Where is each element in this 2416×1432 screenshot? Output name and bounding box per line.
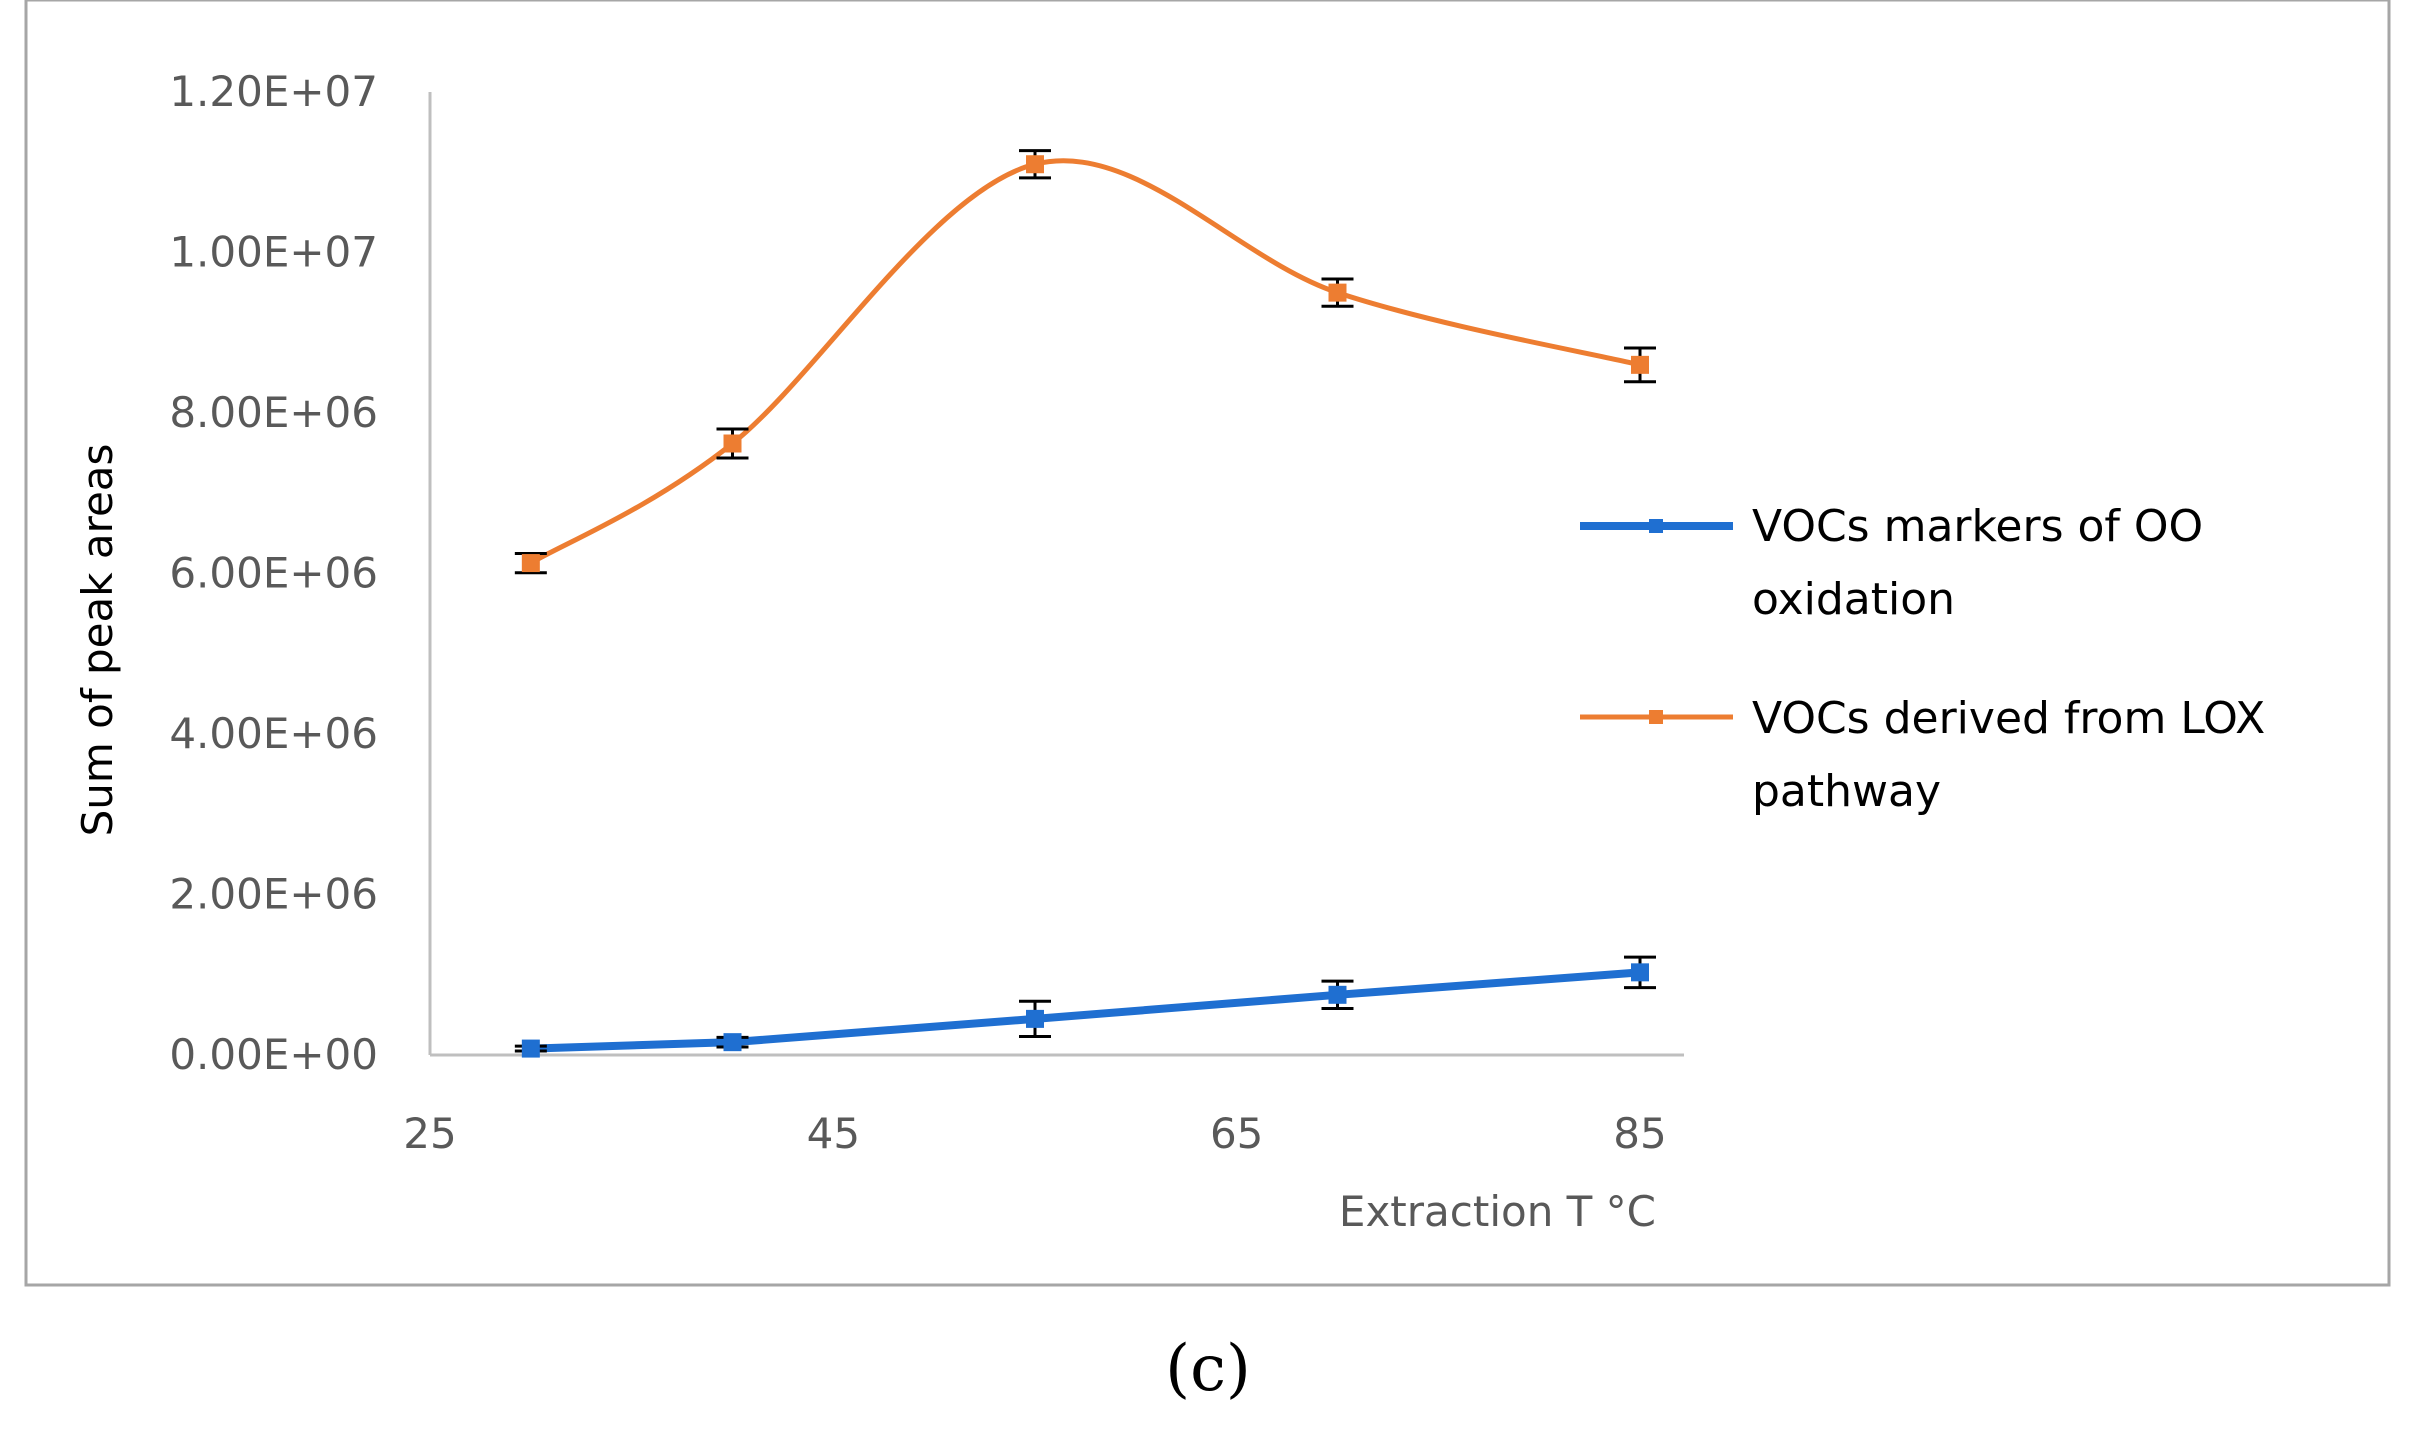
figure-caption: (c) — [1165, 1332, 1251, 1406]
y-tick-label: 8.00E+06 — [169, 388, 378, 437]
data-point — [1631, 355, 1649, 374]
data-point — [521, 554, 540, 573]
y-tick-label: 6.00E+06 — [169, 549, 378, 598]
legend-label-lox-pathway-line1: VOCs derived from LOX — [1752, 693, 2265, 744]
data-point — [1026, 1009, 1044, 1028]
data-point — [723, 434, 742, 453]
data-point — [1328, 985, 1347, 1004]
legend-label-oo-oxidation-line2: oxidation — [1752, 574, 1955, 625]
data-point — [1328, 283, 1347, 302]
legend-marker-lox-pathway — [1649, 710, 1663, 724]
series-0 — [514, 955, 1656, 1058]
y-tick-label: 1.00E+07 — [169, 228, 378, 277]
series-layer — [514, 149, 1656, 1058]
x-tick-labels: 25 45 65 85 — [403, 1109, 1666, 1158]
series-1 — [514, 149, 1656, 575]
x-axis-title: Extraction T °C — [1339, 1187, 1656, 1236]
chart-frame — [24, 0, 2391, 1287]
y-tick-label: 2.00E+06 — [169, 870, 378, 919]
y-axis-line-group — [428, 92, 1684, 1057]
x-tick-label: 45 — [807, 1109, 860, 1158]
y-tick-label: 4.00E+06 — [169, 709, 378, 758]
x-tick-label: 65 — [1210, 1109, 1263, 1158]
data-point — [1026, 155, 1044, 174]
y-tick-labels: 0.00E+00 2.00E+06 4.00E+06 6.00E+06 8.00E+06… — [169, 67, 378, 1079]
y-axis-title: Sum of peak areas — [73, 444, 122, 837]
legend-marker-oo-oxidation — [1649, 519, 1663, 533]
x-tick-label: 25 — [403, 1109, 456, 1158]
data-point — [521, 1039, 540, 1058]
legend-label-oo-oxidation-line1: VOCs markers of OO — [1752, 501, 2203, 552]
legend-label-lox-pathway-line2: pathway — [1752, 766, 1941, 817]
x-tick-label: 85 — [1613, 1109, 1666, 1158]
legend: VOCs markers of OO oxidation VOCs derive… — [1580, 501, 2265, 817]
data-point — [723, 1033, 742, 1052]
data-point — [1631, 963, 1649, 982]
y-tick-label: 1.20E+07 — [169, 67, 378, 116]
y-tick-label: 0.00E+00 — [169, 1030, 378, 1079]
